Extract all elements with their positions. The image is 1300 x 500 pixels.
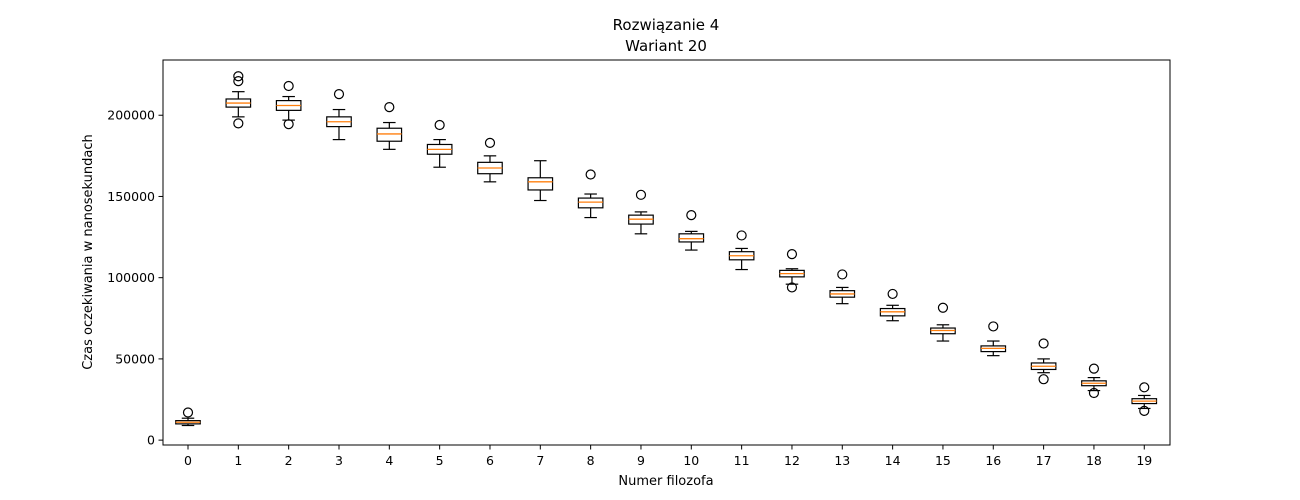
- outlier-point: [384, 102, 395, 113]
- iqr-box: [527, 177, 554, 191]
- outlier-point: [434, 119, 445, 131]
- y-tick-label: 0: [147, 433, 155, 448]
- outlier-point: [686, 210, 697, 221]
- outlier-point: [585, 169, 596, 180]
- x-tick-label: 2: [285, 453, 293, 468]
- box-18: [1081, 363, 1107, 399]
- outlier-point: [736, 230, 747, 241]
- x-tick-label: 11: [734, 453, 750, 468]
- x-tick-label: 17: [1036, 453, 1052, 468]
- outlier-point: [786, 282, 798, 293]
- x-tick-label: 18: [1086, 453, 1102, 468]
- outlier-point: [837, 269, 848, 280]
- outlier-point: [182, 407, 194, 418]
- outlier-point: [484, 137, 496, 148]
- outlier-point: [283, 119, 294, 130]
- box-15: [930, 302, 956, 342]
- outlier-point: [937, 302, 949, 313]
- box-2: [275, 80, 302, 130]
- box-7: [527, 160, 554, 202]
- box-3: [326, 89, 352, 141]
- iqr-box: [678, 233, 705, 243]
- box-8: [577, 169, 604, 219]
- box-16: [980, 321, 1007, 357]
- iqr-box: [376, 127, 403, 142]
- outlier-point: [233, 76, 244, 87]
- box-12: [779, 249, 805, 293]
- box-14: [879, 288, 906, 322]
- outlier-point: [1088, 363, 1100, 374]
- x-tick-label: 12: [784, 453, 800, 468]
- box-1: [225, 71, 252, 129]
- x-tick-label: 6: [486, 453, 494, 468]
- x-axis: 0 1 2 3 4 5 6 7 8 9 10 11 12 13 14 15 16 17 18 19: [184, 445, 1152, 468]
- x-tick-label: 10: [683, 453, 699, 468]
- x-tick-label: 19: [1136, 453, 1152, 468]
- x-tick-label: 13: [834, 453, 850, 468]
- y-axis: 0 50000 100000 150000 200000: [107, 108, 163, 448]
- outlier-point: [1139, 382, 1150, 393]
- outlier-point: [988, 321, 999, 332]
- box-11: [728, 230, 755, 271]
- outlier-point: [1038, 338, 1049, 349]
- box-13: [829, 269, 856, 305]
- y-tick-label: 150000: [107, 189, 155, 204]
- x-tick-label: 4: [385, 453, 393, 468]
- x-tick-label: 1: [234, 453, 242, 468]
- outlier-point: [1139, 405, 1150, 416]
- outlier-point: [1088, 387, 1100, 399]
- box-10: [678, 210, 705, 251]
- x-tick-label: 5: [436, 453, 444, 468]
- box-17: [1030, 338, 1057, 385]
- outlier-point: [333, 89, 345, 100]
- y-axis-label: Czas oczekiwania w nanosekundach: [81, 134, 96, 370]
- x-tick-label: 3: [335, 453, 343, 468]
- axes-frame: [162, 59, 1171, 446]
- outlier-point: [283, 80, 294, 92]
- y-tick-label: 100000: [107, 270, 155, 285]
- iqr-box: [577, 197, 604, 209]
- outlier-point: [1038, 374, 1049, 385]
- box-5: [426, 119, 453, 168]
- chart-title-line-2: Wariant 20: [625, 37, 707, 55]
- x-tick-label: 14: [885, 453, 901, 468]
- chart-title-line-1: Rozwiązanie 4: [613, 16, 720, 34]
- x-tick-label: 7: [536, 453, 544, 468]
- outlier-point: [233, 118, 244, 129]
- box-19: [1131, 382, 1158, 416]
- outlier-point: [887, 288, 898, 300]
- box-4: [376, 102, 403, 150]
- box-9: [628, 189, 654, 235]
- x-tick-label: 0: [184, 453, 192, 468]
- outlier-point: [233, 71, 244, 82]
- x-tick-label: 15: [935, 453, 951, 468]
- outlier-point: [635, 189, 647, 200]
- box-6: [477, 137, 503, 183]
- box-0: [175, 407, 201, 427]
- plot-area: [175, 71, 1158, 427]
- outlier-point: [786, 249, 798, 260]
- y-tick-label: 50000: [115, 351, 155, 366]
- x-tick-label: 9: [637, 453, 645, 468]
- x-tick-label: 16: [985, 453, 1001, 468]
- x-tick-label: 8: [587, 453, 595, 468]
- x-axis-label: Numer filozofa: [618, 474, 713, 489]
- y-tick-label: 200000: [107, 108, 155, 123]
